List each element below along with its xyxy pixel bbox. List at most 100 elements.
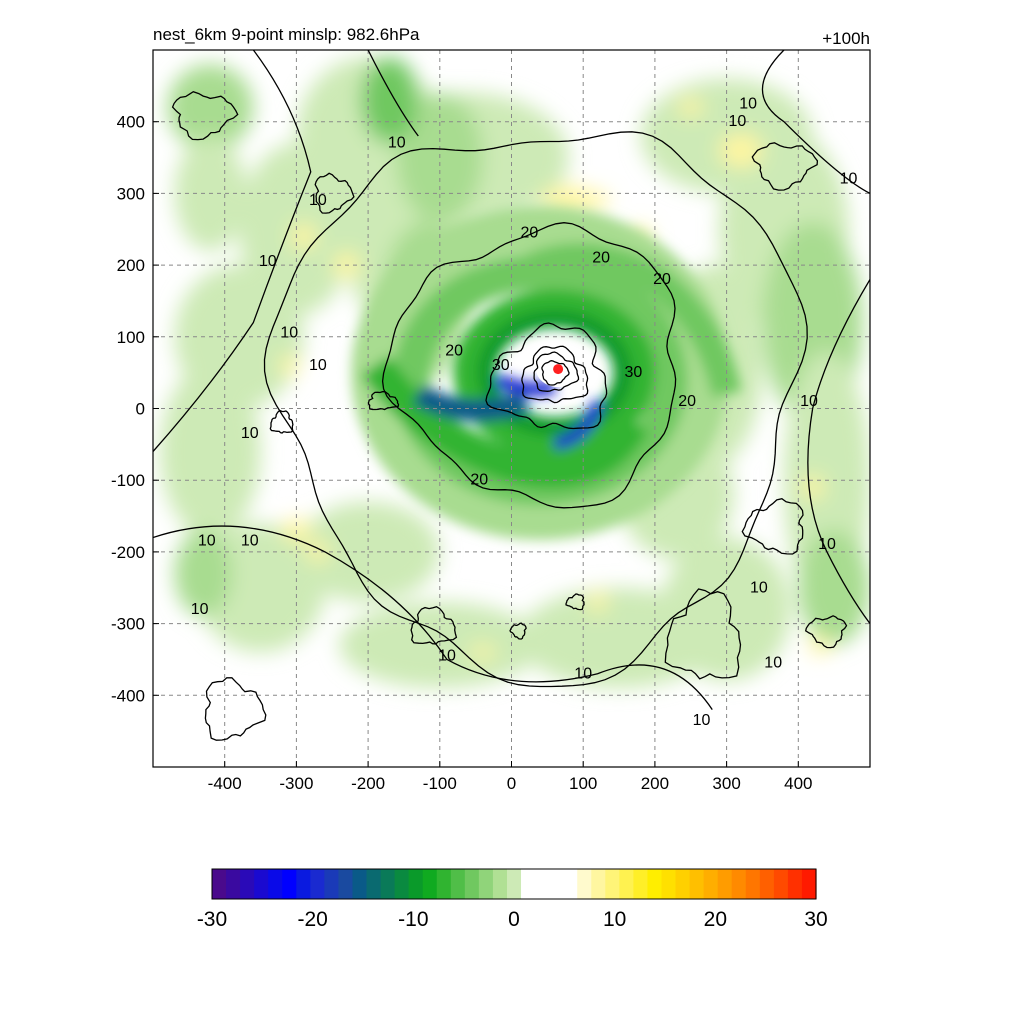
colorbar-swatch — [254, 869, 269, 899]
x-tick-label: 400 — [784, 774, 812, 793]
contour-line — [565, 593, 585, 611]
colorbar-tick-label: -10 — [398, 908, 428, 931]
contour-line — [263, 131, 808, 688]
colorbar-swatch — [661, 869, 677, 899]
contour-line — [204, 677, 267, 741]
contour-label: 10 — [280, 325, 298, 342]
contour-label: 20 — [653, 271, 671, 288]
colorbar-tick-label: 20 — [704, 908, 727, 931]
contour-label: 10 — [388, 135, 406, 152]
colorbar-swatch — [352, 869, 368, 899]
contour-line — [664, 588, 742, 680]
colorbar-swatch — [591, 869, 606, 899]
contour-line — [751, 142, 819, 191]
colorbar-swatch — [801, 869, 817, 899]
contour-label: 10 — [241, 533, 259, 550]
contour-line — [521, 345, 589, 404]
contour-label: 10 — [764, 655, 782, 672]
y-tick-label: 400 — [117, 113, 145, 132]
x-axis: -400 -300 -200 -100 0 100 200 300 400 — [208, 761, 812, 793]
y-tick-label: 100 — [117, 328, 145, 347]
colorbar-swatch — [226, 869, 241, 899]
shading-positive-blob — [290, 223, 317, 250]
colorbar-frame — [211, 868, 817, 900]
shading-blob — [160, 365, 261, 538]
colorbar: -30 -20 -10 0 10 20 30 — [197, 868, 828, 931]
x-tick-label: -100 — [423, 774, 457, 793]
contour-label: 10 — [739, 95, 757, 112]
shading-blob — [296, 501, 440, 603]
contour-line — [761, 50, 870, 194]
colorbar-swatch — [717, 869, 733, 899]
colorbar-swatch — [689, 869, 705, 899]
colorbar-swatch — [380, 869, 396, 899]
contour-line — [367, 391, 400, 411]
shading-positive-blob — [306, 541, 330, 562]
colorbar-swatch — [366, 869, 382, 899]
y-tick-label: -400 — [111, 686, 145, 705]
contour-line — [171, 90, 239, 141]
colorbar-swatch — [605, 869, 620, 899]
colorbar-swatch — [394, 869, 410, 899]
colorbar-swatch — [212, 869, 227, 899]
colorbar-swatch — [450, 869, 466, 899]
colorbar-swatch — [619, 869, 634, 899]
shading-blob — [360, 57, 419, 144]
contour-label: 10 — [309, 192, 327, 209]
contour-label: 10 — [800, 393, 818, 410]
contour-line — [485, 322, 608, 430]
colorbar-swatch — [535, 869, 550, 899]
contour-line — [269, 409, 294, 434]
x-tick-label: 100 — [569, 774, 597, 793]
shading-blob — [167, 64, 254, 151]
contour-label: 30 — [492, 357, 510, 374]
colorbar-swatch — [577, 869, 592, 899]
colorbar-swatch — [268, 869, 283, 899]
shading-positive-blob — [719, 133, 763, 168]
colorbar-swatch — [408, 869, 424, 899]
contour-line — [509, 622, 527, 640]
colorbar-swatch — [647, 869, 663, 899]
colorbar-swatch — [240, 869, 255, 899]
contour-label: 20 — [521, 224, 539, 241]
chart-title: nest_6km 9-point minslp: 982.6hPa — [153, 25, 420, 44]
contour-label: 10 — [840, 171, 858, 188]
contour-label: 10 — [259, 253, 277, 270]
shading-positive-blob — [801, 475, 825, 499]
shading-blob — [662, 537, 792, 681]
shading-spiral-band — [361, 355, 649, 489]
contour-label: 20 — [445, 343, 463, 360]
contour-line — [741, 497, 804, 555]
shading-positive-blob — [587, 592, 608, 613]
y-tick-label: -100 — [111, 471, 145, 490]
storm-center-marker — [553, 364, 564, 375]
x-tick-label: -400 — [208, 774, 242, 793]
contour-line — [153, 50, 312, 452]
colorbar-swatch — [745, 869, 761, 899]
contour-label: 20 — [470, 472, 488, 489]
contour-label: 10 — [818, 536, 836, 553]
colorbar-swatch — [422, 869, 438, 899]
colorbar-swatch — [492, 869, 508, 899]
y-tick-label: 0 — [136, 400, 145, 419]
colorbar-swatch — [787, 869, 803, 899]
x-tick-label: 200 — [641, 774, 669, 793]
shading-spiral-band — [503, 243, 742, 398]
colorbar-swatch — [521, 869, 536, 899]
colorbar-swatch — [773, 869, 789, 899]
contour-label: 20 — [592, 249, 610, 266]
contour-line — [533, 351, 580, 392]
colorbar-swatch — [563, 869, 578, 899]
colorbar-swatch — [759, 869, 775, 899]
colorbar-swatch — [324, 869, 340, 899]
colorbar-swatch — [296, 869, 311, 899]
y-tick-label: 300 — [117, 184, 145, 203]
x-tick-label: 300 — [712, 774, 740, 793]
contour-label: 10 — [309, 357, 327, 374]
y-tick-label: -200 — [111, 543, 145, 562]
x-tick-label: -300 — [279, 774, 313, 793]
colorbar-tick-label: 0 — [508, 908, 520, 931]
contour-label: 10 — [241, 425, 259, 442]
